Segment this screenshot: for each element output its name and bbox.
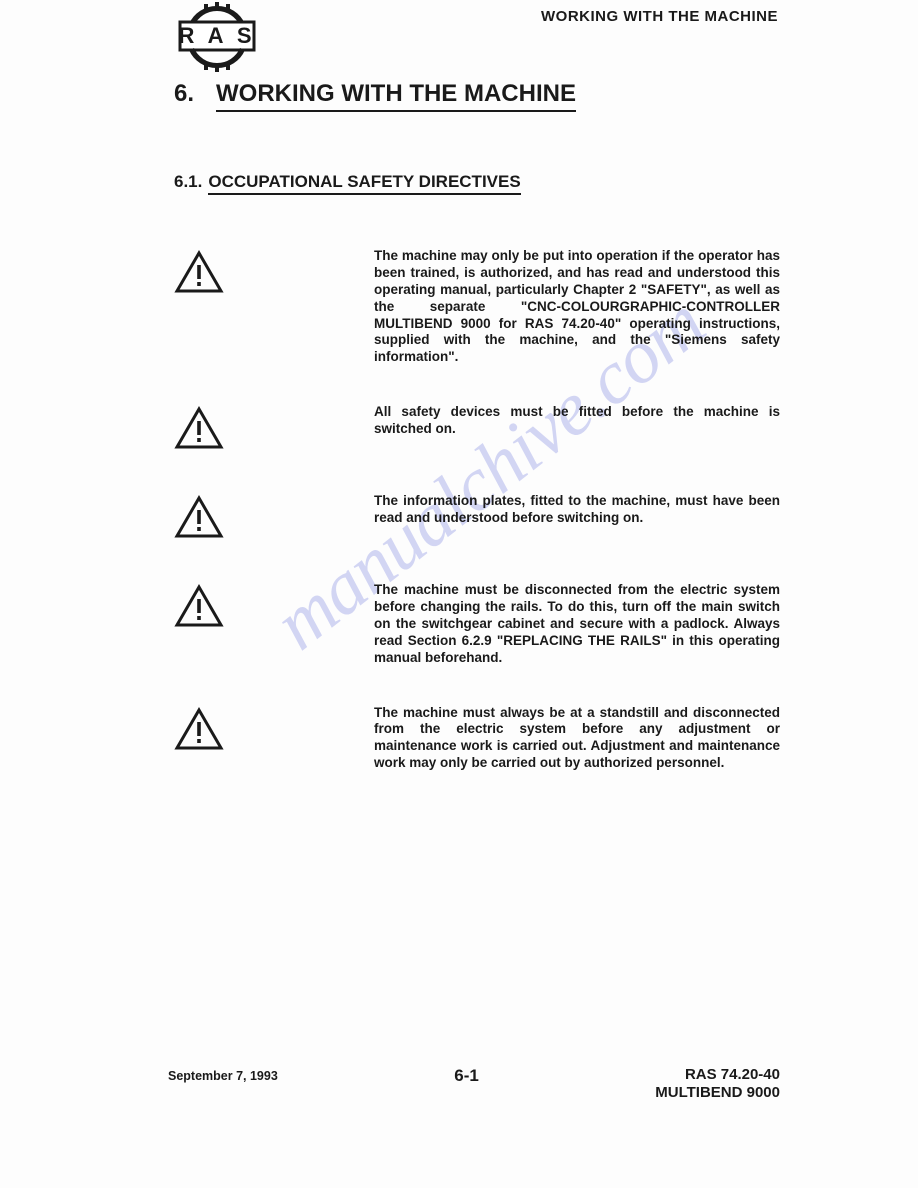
running-header: WORKING WITH THE MACHINE <box>541 8 778 25</box>
warning-icon <box>174 582 374 633</box>
directive-text: The information plates, fitted to the ma… <box>374 493 780 527</box>
warning-icon <box>174 705 374 756</box>
directive-item: The machine must always be at a standsti… <box>174 705 780 773</box>
warning-icon <box>174 404 374 455</box>
logo-text: R A S <box>178 23 255 48</box>
document-page: WORKING WITH THE MACHINE R A S 6. WORKIN… <box>0 0 918 1188</box>
directive-text: The machine must always be at a standsti… <box>374 705 780 773</box>
section-title: OCCUPATIONAL SAFETY DIRECTIVES <box>208 172 520 195</box>
ras-logo: R A S <box>174 2 260 72</box>
chapter-heading: 6. WORKING WITH THE MACHINE <box>174 80 576 112</box>
section-number: 6.1. <box>174 172 202 192</box>
footer-model-line2: MULTIBEND 9000 <box>655 1084 780 1102</box>
footer-model: RAS 74.20-40 MULTIBEND 9000 <box>655 1066 780 1102</box>
section-heading: 6.1. OCCUPATIONAL SAFETY DIRECTIVES <box>174 172 521 195</box>
directives-list: The machine may only be put into operati… <box>174 248 780 810</box>
footer-date: September 7, 1993 <box>168 1066 278 1083</box>
warning-icon <box>174 493 374 544</box>
chapter-title: WORKING WITH THE MACHINE <box>216 80 576 112</box>
warning-icon <box>174 248 374 299</box>
directive-text: The machine may only be put into operati… <box>374 248 780 366</box>
directive-item: The machine may only be put into operati… <box>174 248 780 366</box>
directive-text: The machine must be disconnected from th… <box>374 582 780 666</box>
directive-text: All safety devices must be fitted before… <box>374 404 780 438</box>
page-footer: September 7, 1993 6-1 RAS 74.20-40 MULTI… <box>168 1066 780 1102</box>
directive-item: All safety devices must be fitted before… <box>174 404 780 455</box>
footer-model-line1: RAS 74.20-40 <box>655 1066 780 1084</box>
directive-item: The information plates, fitted to the ma… <box>174 493 780 544</box>
directive-item: The machine must be disconnected from th… <box>174 582 780 666</box>
footer-page-number: 6-1 <box>454 1066 479 1086</box>
chapter-number: 6. <box>174 80 194 108</box>
